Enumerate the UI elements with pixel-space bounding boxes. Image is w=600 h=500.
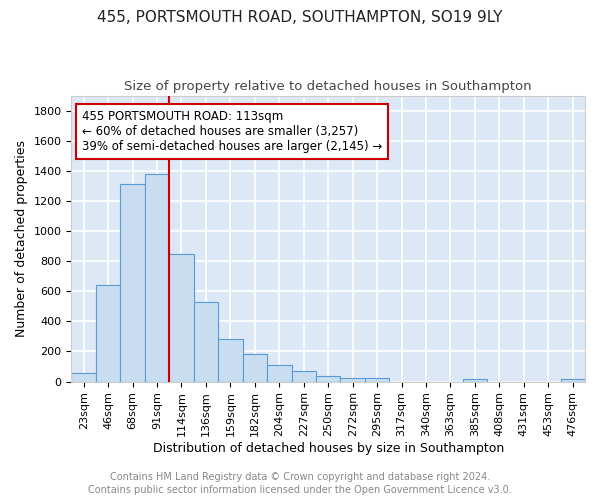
Bar [560,380,585,382]
Bar [463,380,487,382]
Y-axis label: Number of detached properties: Number of detached properties [15,140,28,337]
Bar [121,184,145,382]
Bar [267,365,292,382]
Bar [96,285,121,382]
Bar [218,340,242,382]
Bar [71,374,96,382]
Text: 455 PORTSMOUTH ROAD: 113sqm
← 60% of detached houses are smaller (3,257)
39% of : 455 PORTSMOUTH ROAD: 113sqm ← 60% of det… [82,110,382,153]
Bar [169,254,194,382]
Text: Contains HM Land Registry data © Crown copyright and database right 2024.
Contai: Contains HM Land Registry data © Crown c… [88,472,512,495]
Bar [145,174,169,382]
Bar [292,371,316,382]
Bar [316,376,340,382]
Text: 455, PORTSMOUTH ROAD, SOUTHAMPTON, SO19 9LY: 455, PORTSMOUTH ROAD, SOUTHAMPTON, SO19 … [97,10,503,25]
X-axis label: Distribution of detached houses by size in Southampton: Distribution of detached houses by size … [152,442,504,455]
Bar [340,378,365,382]
Bar [365,378,389,382]
Bar [194,302,218,382]
Title: Size of property relative to detached houses in Southampton: Size of property relative to detached ho… [124,80,532,93]
Bar [242,354,267,382]
